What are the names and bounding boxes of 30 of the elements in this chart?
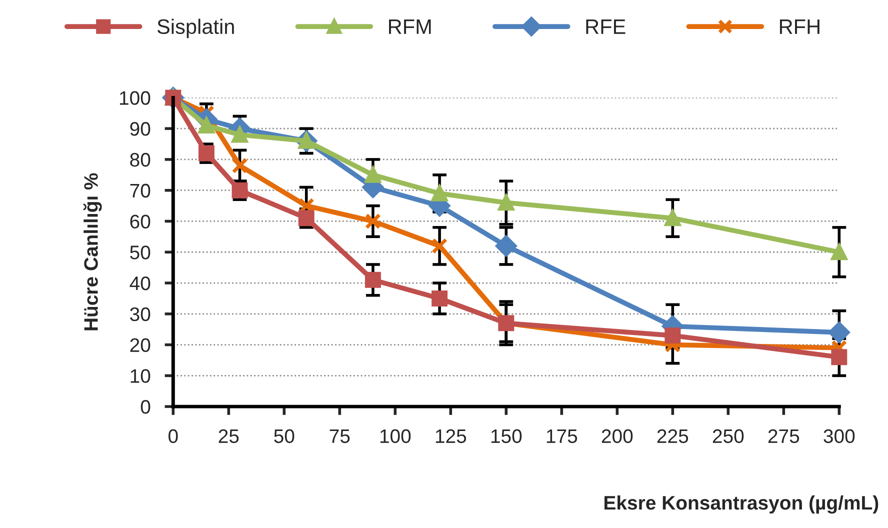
y-tick-label: 0 (140, 400, 150, 414)
y-tick-label: 90 (130, 122, 150, 136)
x-tick-label: 75 (330, 429, 350, 444)
x-tick-label: 175 (546, 429, 578, 444)
x-tick-label: 150 (491, 429, 522, 444)
x-tick-label: 200 (602, 429, 633, 444)
x-tick-label: 275 (768, 429, 800, 444)
legend-label: RFM (389, 20, 431, 34)
y-tick-label: 50 (130, 246, 150, 260)
y-tick-label: 20 (130, 338, 150, 352)
y-axis-title: Hücre Canlılığı % (83, 173, 102, 330)
x-axis-title: Eksre Konsantrasyon (µg/mL) (604, 495, 878, 514)
x-tick-label: 100 (380, 429, 411, 444)
y-tick-label: 30 (130, 307, 150, 322)
y-tick-label: 70 (130, 184, 150, 198)
y-tick-label: 40 (130, 276, 150, 290)
y-tick-label: 80 (130, 152, 150, 167)
legend-label: RFH (780, 20, 820, 34)
legend-label: Sisplatin (157, 18, 234, 38)
y-tick-label: 100 (120, 91, 150, 105)
x-tick-label: 50 (274, 429, 294, 444)
y-tick-label: 60 (130, 214, 150, 228)
x-tick-label: 0 (168, 429, 178, 444)
x-tick-label: 125 (436, 429, 466, 444)
legend-label: RFE (586, 20, 626, 34)
x-tick-label: 300 (824, 429, 855, 444)
y-tick-label: 10 (130, 369, 150, 383)
x-tick-label: 25 (218, 429, 239, 444)
x-tick-label: 225 (657, 429, 688, 444)
x-tick-label: 250 (712, 429, 744, 444)
